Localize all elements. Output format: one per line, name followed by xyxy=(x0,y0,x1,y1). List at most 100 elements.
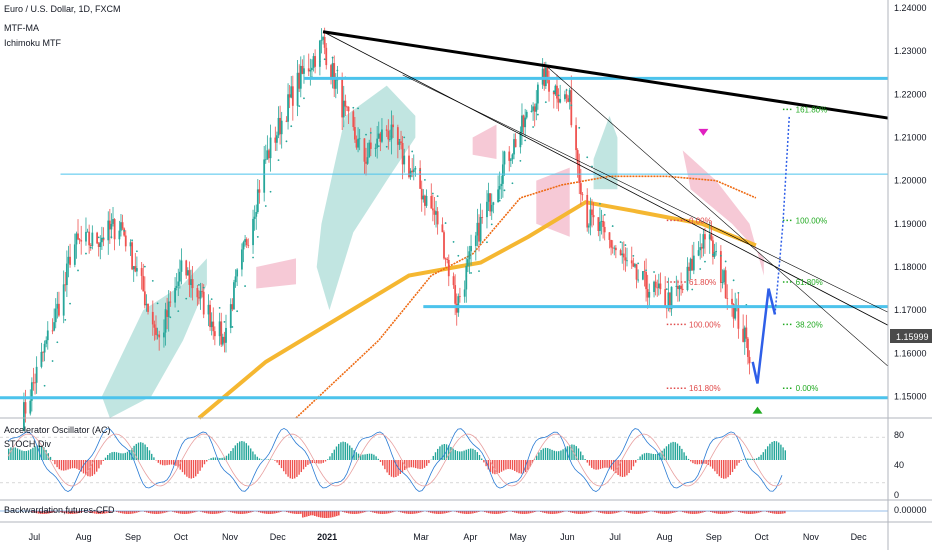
osc-bar xyxy=(588,460,591,466)
candle-body xyxy=(486,201,488,218)
x-tick-label: Nov xyxy=(222,532,239,542)
candle-body xyxy=(274,137,277,143)
candle-body xyxy=(231,304,234,310)
osc-bar xyxy=(778,442,780,460)
candle-body xyxy=(100,237,103,243)
candle-body xyxy=(96,232,99,244)
osc-bar xyxy=(274,460,276,461)
cfd-bar xyxy=(624,511,626,512)
kijun-dot xyxy=(190,283,192,286)
cfd-bar xyxy=(124,511,126,514)
cfd-bar xyxy=(702,511,704,513)
cfd-bar xyxy=(110,511,112,513)
osc-label-stoch[interactable]: STOCH Div xyxy=(4,439,51,449)
cfd-label[interactable]: Backwardation,futures-CFD xyxy=(4,505,115,515)
osc-bar xyxy=(441,444,443,460)
cfd-bar xyxy=(520,511,522,514)
kijun-dot xyxy=(637,262,640,265)
candle-body xyxy=(610,239,612,248)
x-tick-label: Nov xyxy=(803,532,820,542)
cfd-bar xyxy=(380,511,382,514)
osc-bar xyxy=(210,458,212,460)
candle-body xyxy=(401,142,404,165)
osc-bar xyxy=(168,460,170,465)
osc-bar xyxy=(663,448,665,460)
osc-bar xyxy=(553,450,555,460)
osc-bar xyxy=(223,457,225,460)
osc-label-ac[interactable]: Accelerator Oscillator (AC) xyxy=(4,425,111,435)
osc-bar xyxy=(547,448,549,460)
cfd-bar xyxy=(682,511,684,513)
osc-bar xyxy=(476,452,478,460)
kijun-dot xyxy=(557,94,560,97)
osc-bar xyxy=(657,453,659,460)
indicator-label-mtf-ma[interactable]: MTF-MA xyxy=(4,23,39,33)
cfd-bar xyxy=(398,511,400,512)
cfd-bar xyxy=(132,511,134,514)
cfd-bar xyxy=(628,511,630,513)
candle-body xyxy=(468,251,471,260)
cfd-bar xyxy=(654,511,656,513)
cfd-bar xyxy=(374,511,376,513)
osc-bar xyxy=(364,454,366,460)
osc-bar xyxy=(331,453,333,460)
osc-bar xyxy=(632,460,635,467)
osc-bar xyxy=(729,460,731,475)
kijun-dot xyxy=(110,236,113,239)
kijun-dot xyxy=(77,269,79,272)
cfd-bar xyxy=(552,511,554,514)
cfd-bar xyxy=(522,511,524,514)
osc-bar xyxy=(192,460,195,479)
kijun-dot xyxy=(365,133,367,136)
osc-bar xyxy=(406,460,408,469)
cfd-bar xyxy=(348,511,350,514)
candle-body xyxy=(118,230,121,240)
candle-body xyxy=(333,63,336,89)
osc-bar xyxy=(445,444,448,460)
cfd-bar xyxy=(414,511,416,514)
cfd-bar xyxy=(262,511,264,514)
osc-bar xyxy=(91,460,93,476)
candle-body xyxy=(210,321,213,328)
cfd-bar xyxy=(408,511,410,514)
cfd-bar xyxy=(438,511,440,514)
candle-body xyxy=(218,321,221,337)
cfd-bar xyxy=(72,511,74,514)
candle-body xyxy=(290,86,293,98)
osc-bar xyxy=(16,448,19,460)
cfd-bar xyxy=(412,511,414,514)
candle-body xyxy=(689,258,692,271)
cfd-bar xyxy=(250,511,252,513)
candle-body xyxy=(242,242,245,250)
indicator-label-ichimoku[interactable]: Ichimoku MTF xyxy=(4,38,62,48)
cfd-bar xyxy=(746,511,748,514)
candle-body xyxy=(511,154,514,160)
osc-bar xyxy=(349,445,351,460)
candle-body xyxy=(255,211,258,217)
osc-bar xyxy=(685,455,687,460)
candle-body xyxy=(712,240,714,257)
candle-body xyxy=(592,215,595,218)
cfd-bar xyxy=(504,511,506,513)
kijun-dot xyxy=(678,287,681,290)
cfd-bar xyxy=(636,511,638,514)
cfd-bar xyxy=(604,511,606,514)
cfd-bar xyxy=(458,511,460,513)
candle-body xyxy=(225,327,227,343)
kijun-dot xyxy=(223,320,226,323)
candle-body xyxy=(45,340,48,344)
candle-body xyxy=(363,138,366,162)
candle-body xyxy=(702,234,705,249)
cfd-bar xyxy=(152,511,154,514)
candle-body xyxy=(677,285,679,289)
osc-bar xyxy=(258,458,261,460)
osc-bar xyxy=(56,460,58,468)
candle-body xyxy=(298,72,301,89)
osc-bar xyxy=(516,460,518,473)
cfd-bar xyxy=(540,511,542,512)
cfd-bar xyxy=(130,511,132,514)
candle-body xyxy=(431,208,434,211)
kijun-dot xyxy=(712,253,714,256)
cfd-bar xyxy=(752,511,754,514)
